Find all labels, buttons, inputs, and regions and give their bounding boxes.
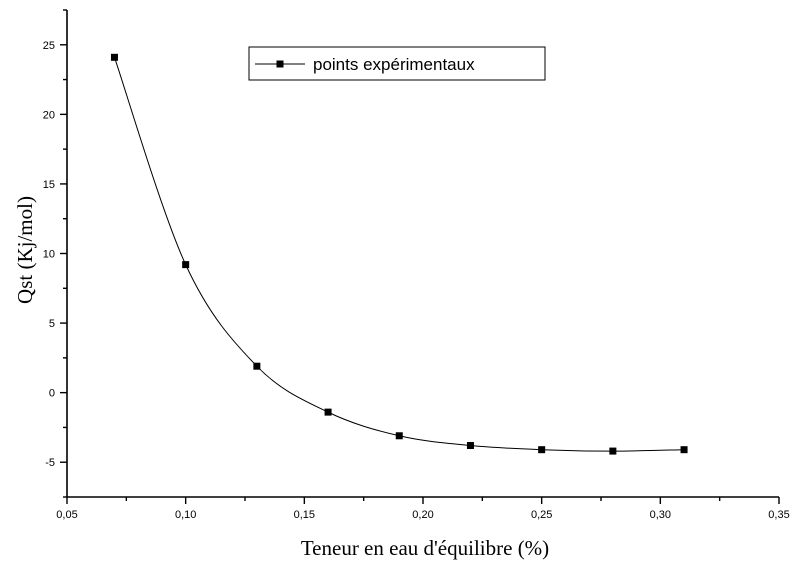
data-point bbox=[324, 408, 332, 416]
series-layer bbox=[110, 53, 688, 455]
data-point bbox=[253, 362, 261, 370]
x-tick-label: 0,25 bbox=[531, 509, 552, 521]
data-point bbox=[466, 442, 474, 450]
y-tick-label: -5 bbox=[45, 457, 55, 469]
y-tick-label: 5 bbox=[49, 318, 55, 330]
data-point bbox=[395, 432, 403, 440]
x-tick-label: 0,30 bbox=[650, 509, 671, 521]
data-point bbox=[538, 446, 546, 454]
series-line bbox=[113, 57, 685, 452]
data-point bbox=[680, 446, 688, 454]
x-tick-label: 0,15 bbox=[294, 509, 315, 521]
x-tick-label: 0,35 bbox=[768, 509, 789, 521]
x-tick-label: 0,05 bbox=[56, 509, 77, 521]
y-tick-label: 20 bbox=[43, 109, 55, 121]
x-ticks: 0,05 0,10 0,15 0,20 0,25 0,30 0,35 bbox=[56, 497, 790, 521]
y-tick-label: 25 bbox=[43, 40, 55, 52]
x-tick-label: 0,10 bbox=[175, 509, 196, 521]
legend-entry-label: points expérimentaux bbox=[313, 55, 475, 74]
data-point bbox=[182, 261, 190, 269]
y-tick-label: 10 bbox=[43, 249, 55, 261]
legend-marker bbox=[276, 60, 284, 68]
y-tick-label: 15 bbox=[43, 179, 55, 191]
axes bbox=[66, 10, 779, 498]
legend: points expérimentaux bbox=[248, 46, 546, 81]
y-tick-label: 0 bbox=[49, 388, 55, 400]
y-ticks: -5 0 5 10 15 20 25 bbox=[43, 9, 67, 498]
x-axis-title: Teneur en eau d'équilibre (%) bbox=[301, 536, 549, 560]
x-tick-label: 0,20 bbox=[412, 509, 433, 521]
y-axis-title: Qst (Kj/mol) bbox=[13, 196, 37, 304]
data-point bbox=[609, 447, 617, 455]
data-point bbox=[110, 53, 118, 61]
